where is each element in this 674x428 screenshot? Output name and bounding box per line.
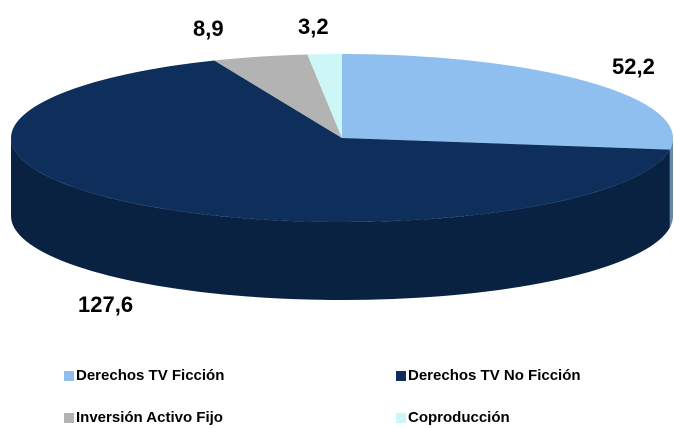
legend-swatch — [64, 371, 74, 381]
data-label: 3,2 — [298, 14, 329, 39]
pie-slice-top — [214, 54, 342, 138]
data-label: 127,6 — [78, 292, 133, 317]
legend-label: Inversión Activo Fijo — [76, 409, 223, 426]
pie-slice-side — [11, 138, 670, 300]
legend-swatch — [396, 371, 406, 381]
data-label: 52,2 — [612, 54, 655, 79]
legend-label: Derechos TV Ficción — [76, 367, 224, 384]
pie-slice — [214, 54, 342, 138]
pie-slice — [307, 54, 342, 138]
legend-label: Coproducción — [408, 409, 510, 426]
pie-slice-top — [11, 60, 670, 222]
legend-swatch — [64, 413, 74, 423]
pie-slice-top — [307, 54, 342, 138]
pie-slice-top — [342, 54, 673, 150]
legend-swatch — [396, 413, 406, 423]
data-label: 8,9 — [193, 16, 224, 41]
legend-label: Derechos TV No Ficción — [408, 367, 581, 384]
pie-slice — [11, 60, 670, 300]
pie-slice — [342, 54, 673, 228]
pie-slice-side — [669, 138, 673, 228]
